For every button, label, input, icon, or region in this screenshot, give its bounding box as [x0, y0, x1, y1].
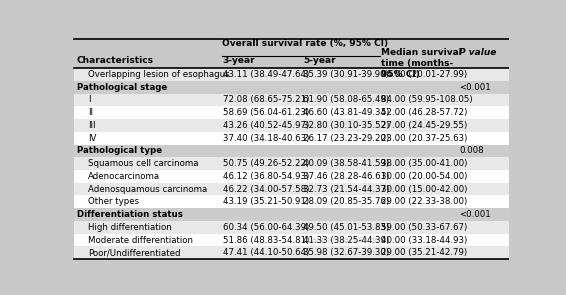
Text: II: II [88, 108, 93, 117]
Text: 30.00 (15.00-42.00): 30.00 (15.00-42.00) [381, 185, 468, 194]
Bar [74, 208, 508, 221]
Text: 26.17 (23.23-29.20): 26.17 (23.23-29.20) [303, 134, 389, 143]
Text: 41.33 (38.25-44.39): 41.33 (38.25-44.39) [303, 235, 389, 245]
Text: 59.00 (50.33-67.67): 59.00 (50.33-67.67) [381, 223, 468, 232]
Bar [74, 94, 508, 106]
Text: CardiothoracicSurgery: CardiothoracicSurgery [308, 237, 387, 243]
Text: 27.00 (24.45-29.55): 27.00 (24.45-29.55) [381, 121, 468, 130]
Text: Differentiation status: Differentiation status [77, 210, 183, 219]
Bar [74, 170, 508, 183]
Text: Adenocarcinoma: Adenocarcinoma [88, 172, 160, 181]
Bar [74, 39, 508, 68]
Bar [74, 234, 508, 246]
Bar [74, 106, 508, 119]
Text: 24.00 (20.01-27.99): 24.00 (20.01-27.99) [381, 70, 468, 79]
Text: 46.12 (36.80-54.93): 46.12 (36.80-54.93) [223, 172, 309, 181]
Bar [74, 221, 508, 234]
Text: Other types: Other types [88, 197, 139, 206]
Text: 29.00 (35.21-42.79): 29.00 (35.21-42.79) [381, 248, 468, 257]
Text: 5-year: 5-year [303, 56, 336, 65]
Text: Characteristics: Characteristics [77, 56, 154, 65]
Text: 49.50 (45.01-53.83): 49.50 (45.01-53.83) [303, 223, 389, 232]
Text: Poor/Undifferentiated: Poor/Undifferentiated [88, 248, 181, 257]
Text: 32.80 (30.10-35.52): 32.80 (30.10-35.52) [303, 121, 389, 130]
Text: 28.09 (20.85-35.76): 28.09 (20.85-35.76) [303, 197, 389, 206]
Text: 38.00 (35.00-41.00): 38.00 (35.00-41.00) [381, 159, 468, 168]
Text: Overall survival rate (%, 95% CI): Overall survival rate (%, 95% CI) [222, 39, 388, 48]
Text: 46.60 (43.81-49.34): 46.60 (43.81-49.34) [303, 108, 389, 117]
Bar [74, 196, 508, 208]
Text: P value: P value [460, 48, 497, 57]
Text: Moderate differentiation: Moderate differentiation [88, 235, 193, 245]
Text: 60.34 (56.00-64.39): 60.34 (56.00-64.39) [223, 223, 309, 232]
Text: 32.73 (21.54-44.37): 32.73 (21.54-44.37) [303, 185, 389, 194]
Bar [74, 81, 508, 94]
Text: 0.008: 0.008 [460, 146, 484, 155]
Text: 50.75 (49.26-52.22): 50.75 (49.26-52.22) [223, 159, 309, 168]
Text: 35.98 (32.67-39.30): 35.98 (32.67-39.30) [303, 248, 389, 257]
Text: 52.00 (46.28-57.72): 52.00 (46.28-57.72) [381, 108, 468, 117]
Text: 61.90 (58.08-65.49): 61.90 (58.08-65.49) [303, 96, 389, 104]
Text: <0.001: <0.001 [460, 83, 491, 92]
Text: 40.00 (33.18-44.93): 40.00 (33.18-44.93) [381, 235, 468, 245]
Bar [74, 145, 508, 157]
Text: 23.00 (20.37-25.63): 23.00 (20.37-25.63) [381, 134, 468, 143]
Text: 72.08 (68.65-75.21): 72.08 (68.65-75.21) [223, 96, 309, 104]
Text: 43.19 (35.21-50.91): 43.19 (35.21-50.91) [223, 197, 309, 206]
Text: 51.86 (48.83-54.81): 51.86 (48.83-54.81) [223, 235, 309, 245]
Text: 40.09 (38.58-41.59): 40.09 (38.58-41.59) [303, 159, 389, 168]
Text: 30.00 (20.00-54.00): 30.00 (20.00-54.00) [381, 172, 468, 181]
Text: 43.26 (40.52-45.97): 43.26 (40.52-45.97) [223, 121, 309, 130]
Text: 3-year: 3-year [223, 56, 255, 65]
Text: 47.41 (44.10-50.64): 47.41 (44.10-50.64) [223, 248, 309, 257]
Bar [74, 132, 508, 145]
Bar [74, 183, 508, 196]
Bar [74, 246, 508, 259]
Text: Pathological type: Pathological type [77, 146, 162, 155]
Text: 35.39 (30.91-39.90): 35.39 (30.91-39.90) [303, 70, 389, 79]
Text: 29.00 (22.33-38.00): 29.00 (22.33-38.00) [381, 197, 468, 206]
Text: Median survival
time (months-
95% CI): Median survival time (months- 95% CI) [381, 48, 462, 78]
Text: <0.001: <0.001 [460, 210, 491, 219]
Text: I: I [88, 96, 91, 104]
Text: 46.22 (34.00-57.58): 46.22 (34.00-57.58) [223, 185, 309, 194]
Text: Adenosquamous carcinoma: Adenosquamous carcinoma [88, 185, 208, 194]
Bar [74, 68, 508, 81]
Text: 58.69 (56.04-61.23): 58.69 (56.04-61.23) [223, 108, 309, 117]
Text: 84.00 (59.95-108.05): 84.00 (59.95-108.05) [381, 96, 473, 104]
Text: 43.11 (38.49-47.64): 43.11 (38.49-47.64) [223, 70, 309, 79]
Text: Overlapping lesion of esophagus: Overlapping lesion of esophagus [88, 70, 230, 79]
Text: III: III [88, 121, 96, 130]
Text: 37.46 (28.28-46.61): 37.46 (28.28-46.61) [303, 172, 389, 181]
Text: High differentiation: High differentiation [88, 223, 172, 232]
Text: Squamous cell carcinoma: Squamous cell carcinoma [88, 159, 199, 168]
Bar [74, 119, 508, 132]
Text: 37.40 (34.18-40.63): 37.40 (34.18-40.63) [223, 134, 309, 143]
Bar [74, 157, 508, 170]
Text: IV: IV [88, 134, 97, 143]
Text: Pathological stage: Pathological stage [77, 83, 167, 92]
